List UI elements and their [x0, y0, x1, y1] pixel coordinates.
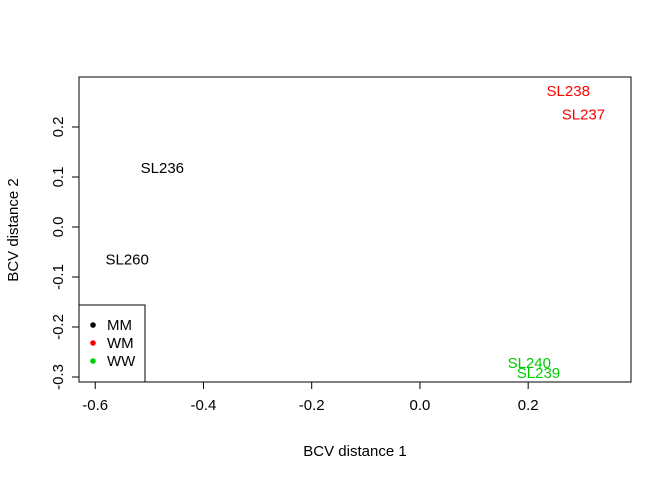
point-label-sl239: SL239 — [517, 365, 560, 382]
y-tick-label: 0.1 — [50, 167, 67, 188]
y-tick-label: -0.1 — [50, 264, 67, 290]
legend-label-wm: WM — [107, 335, 134, 352]
legend-box — [78, 304, 146, 383]
plot-frame — [78, 76, 632, 383]
legend-marker-mm — [90, 322, 96, 328]
point-label-sl240: SL240 — [508, 355, 551, 372]
legend-marker-ww — [90, 358, 96, 364]
y-tick-label: -0.3 — [50, 364, 67, 390]
point-label-sl238: SL238 — [547, 83, 590, 100]
y-tick-label: -0.2 — [50, 314, 67, 340]
x-tick-label: -0.6 — [82, 397, 108, 414]
point-label-sl260: SL260 — [105, 252, 148, 269]
y-tick-label: 0.0 — [50, 217, 67, 238]
x-tick-label: -0.2 — [299, 397, 325, 414]
y-axis-label: BCV distance 2 — [5, 178, 22, 281]
x-axis-label: BCV distance 1 — [303, 443, 406, 460]
y-axis: -0.3 -0.2 -0.1 0.0 0.1 0.2 — [50, 117, 80, 390]
point-label-sl237: SL237 — [562, 107, 605, 124]
x-tick-label: 0.2 — [518, 397, 539, 414]
y-tick-label: 0.2 — [50, 117, 67, 138]
legend-label-ww: WW — [107, 353, 136, 370]
x-axis: -0.6 -0.4 -0.2 0.0 0.2 — [82, 381, 539, 414]
x-tick-label: 0.0 — [410, 397, 431, 414]
legend-label-mm: MM — [107, 317, 132, 334]
point-label-sl236: SL236 — [141, 160, 184, 177]
x-tick-label: -0.4 — [191, 397, 217, 414]
legend-marker-wm — [90, 340, 96, 346]
